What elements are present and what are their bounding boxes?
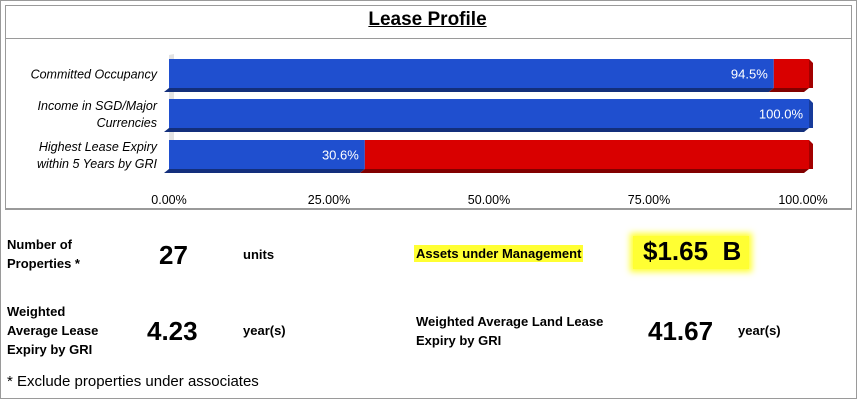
bar-3-cap (809, 140, 813, 169)
x-tick-label-1: 0.00% (151, 193, 186, 207)
lease-profile-chart: 94.5% Committed Occupancy 100.0% Income in … (31, 54, 828, 207)
x-tick-label-5: 100.00% (778, 193, 827, 207)
aum-value: $1.65 B (633, 236, 750, 269)
footnote: * Exclude properties under associates (7, 373, 259, 390)
wale-unit: year(s) (243, 323, 286, 338)
data-label-2: 100.0% (759, 107, 804, 122)
category-label-2-line-1: Income in SGD/Major (38, 99, 158, 113)
land-wale-label: Weighted Average Land Lease Expiry by GR… (416, 314, 604, 348)
category-label-2-line-2: Currencies (97, 116, 157, 130)
bar-2-cap (809, 99, 813, 128)
x-tick-label-3: 50.00% (468, 193, 510, 207)
bar-3-series-2 (364, 140, 809, 169)
bar-1-series-2 (773, 59, 809, 88)
category-label-3-line-1: Highest Lease Expiry (39, 140, 158, 154)
chart-title: Lease Profile (368, 9, 487, 30)
properties-label: Number of Properties * (7, 237, 80, 271)
title-box (5, 5, 852, 39)
x-tick-label-2: 25.00% (308, 193, 350, 207)
bar-1-cap (809, 59, 813, 88)
properties-value: 27 (159, 240, 188, 270)
aum-label: Assets under Management (414, 245, 584, 262)
land-wale-value: 41.67 (648, 316, 714, 346)
data-label-1: 94.5% (731, 67, 768, 82)
x-tick-label-4: 75.00% (628, 193, 670, 207)
category-label-3-line-2: within 5 Years by GRI (37, 157, 157, 171)
divider (5, 209, 852, 210)
bar-3-series-1 (169, 140, 365, 169)
data-label-3: 30.6% (322, 148, 359, 163)
wale-label: Weighted Average Lease Expiry by GRI (7, 304, 99, 357)
category-label-1-line-1: Committed Occupancy (31, 68, 158, 82)
bar-3-series-2-shadow (359, 169, 809, 173)
wale-value: 4.23 (147, 316, 198, 346)
properties-unit: units (243, 247, 275, 262)
chart-area (5, 38, 852, 209)
bar-1-series-1 (169, 59, 774, 88)
land-wale-unit: year(s) (738, 323, 781, 338)
bar-1-series-1-shadow (164, 88, 774, 92)
bar-2-series-1 (169, 99, 809, 128)
bar-2-series-1-shadow (164, 128, 809, 132)
bar-3-series-1-shadow (164, 169, 365, 173)
bar-1-series-2-shadow (768, 88, 809, 92)
